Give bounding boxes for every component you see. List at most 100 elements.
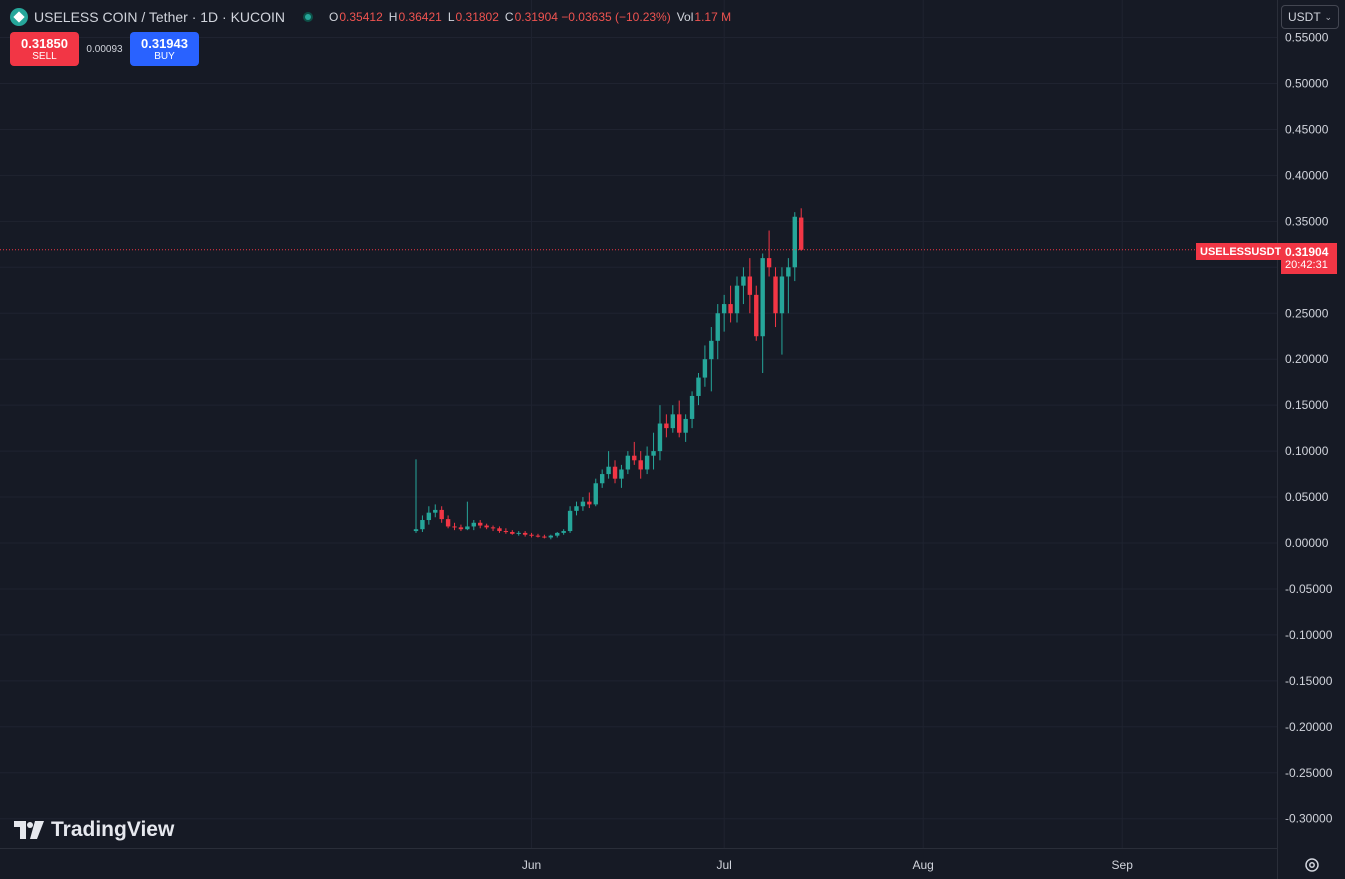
candle	[709, 327, 714, 392]
candle-body	[413, 529, 419, 532]
candle-body	[555, 532, 560, 536]
candle	[664, 414, 669, 438]
candle-body	[529, 534, 534, 536]
candle-body	[709, 340, 714, 360]
symbol-title[interactable]: USELESS COIN / Tether · 1D · KUCOIN	[34, 9, 286, 25]
candle-body	[683, 418, 688, 433]
candle-body	[567, 510, 573, 532]
candle-body	[792, 216, 797, 268]
candle-body	[561, 531, 566, 533]
candle	[734, 276, 740, 323]
coin-logo-icon	[10, 8, 28, 26]
candle-body	[542, 536, 547, 538]
currency-select[interactable]: USDT ⌄	[1281, 5, 1339, 29]
candle-body	[580, 501, 586, 507]
buy-label: BUY	[154, 50, 175, 62]
price-tick-label: 0.55000	[1285, 31, 1329, 45]
price-tick-label: 0.25000	[1285, 306, 1329, 320]
candle-body	[644, 455, 650, 470]
candle-body	[548, 535, 554, 538]
candle	[516, 531, 521, 536]
chart-grid	[0, 0, 1278, 879]
candle-body	[766, 258, 772, 268]
candle	[567, 506, 573, 533]
price-tick-label: 0.10000	[1285, 444, 1329, 458]
candle	[786, 258, 791, 314]
candle-body	[702, 359, 708, 378]
candle	[606, 451, 611, 479]
last-price-value: 0.31904	[1285, 245, 1329, 259]
candle-body	[426, 512, 432, 521]
candle-body	[458, 527, 464, 530]
candle-body	[715, 313, 720, 341]
candle	[587, 492, 592, 509]
spread-value: 0.00093	[86, 43, 123, 55]
candle-body	[689, 395, 695, 419]
candle-body	[657, 423, 663, 452]
ohlc-legend: O0.35412 H0.36421 L0.31802 C0.31904 −0.0…	[329, 10, 731, 24]
price-tick-label: 0.50000	[1285, 77, 1329, 91]
candle-body	[799, 217, 804, 250]
candle	[721, 294, 727, 332]
candle-body	[734, 285, 740, 314]
candle	[612, 460, 618, 484]
candle-body	[593, 483, 598, 505]
candle	[799, 208, 804, 251]
candle	[439, 506, 444, 523]
candle	[702, 345, 708, 387]
time-tick-label: Sep	[1112, 858, 1134, 872]
candle-body	[625, 455, 631, 470]
price-tick-label: 0.45000	[1285, 122, 1329, 136]
ohlc-open: O0.35412	[329, 10, 383, 24]
candle-body	[721, 304, 727, 314]
candle	[741, 267, 746, 305]
bar-countdown: 20:42:31	[1285, 259, 1328, 271]
candle	[471, 520, 476, 531]
candle-body	[445, 519, 451, 527]
candle-body	[510, 531, 515, 534]
candle	[689, 391, 695, 429]
sell-price: 0.31850	[21, 35, 68, 51]
candle	[619, 464, 624, 488]
price-tick-label: -0.15000	[1285, 674, 1333, 688]
candle	[754, 285, 759, 341]
ohlc-close: C0.31904 −0.03635 (−10.23%)	[504, 10, 671, 24]
price-tick-label: 0.20000	[1285, 352, 1329, 366]
sell-label: SELL	[32, 50, 57, 62]
price-tick-label: -0.10000	[1285, 628, 1333, 642]
last-price-marker: 0.31904 20:42:31	[1281, 243, 1337, 274]
buy-button[interactable]: 0.31943 BUY	[130, 32, 199, 66]
candle	[715, 304, 720, 360]
candle-body	[664, 423, 669, 429]
candle-body	[760, 258, 765, 337]
candle-body	[420, 520, 425, 530]
candle-body	[535, 535, 541, 537]
candle-body	[741, 276, 746, 286]
candle	[677, 400, 682, 438]
candle	[548, 534, 554, 540]
candle	[503, 528, 509, 534]
candle	[792, 212, 797, 282]
candle-body	[439, 509, 444, 520]
candle	[766, 230, 772, 277]
ohlc-volume: Vol1.17 M	[676, 10, 732, 24]
price-tick-label: 0.35000	[1285, 214, 1329, 228]
candle-body	[484, 525, 489, 528]
candle-body	[497, 528, 502, 532]
price-tick-label: 0.05000	[1285, 490, 1329, 504]
candle	[484, 523, 489, 530]
candle	[522, 531, 528, 537]
ohlc-low: L0.31802	[447, 10, 499, 24]
tradingview-logo[interactable]: TradingView	[13, 818, 174, 842]
candle	[670, 405, 675, 433]
candle-body	[786, 267, 791, 277]
candle	[542, 534, 547, 539]
sell-button[interactable]: 0.31850 SELL	[10, 32, 79, 66]
time-tick-label: Jul	[716, 858, 731, 872]
settings-gear-icon[interactable]	[1303, 856, 1321, 874]
candle	[599, 469, 605, 488]
candle-body	[452, 526, 457, 528]
market-status-icon[interactable]	[303, 12, 314, 22]
candle	[773, 267, 778, 328]
